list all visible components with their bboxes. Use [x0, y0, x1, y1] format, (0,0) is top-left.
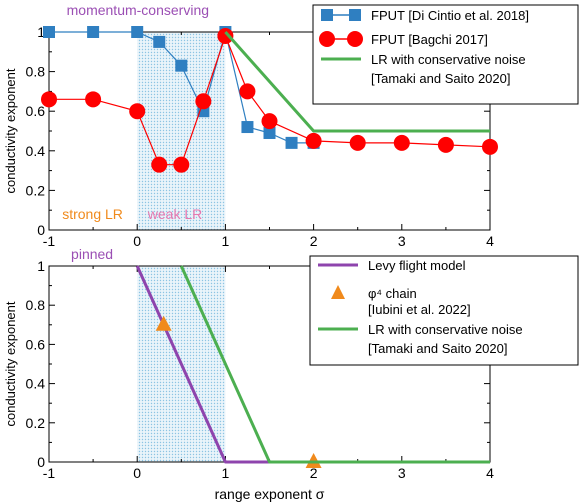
panel-1-legend-item-3-label: LR with conservative noise	[371, 52, 526, 67]
panel-1-xtick-label: 4	[486, 233, 494, 249]
panel-2-ytick-label: 0	[37, 454, 45, 470]
panel-1-ytick-label: 0.2	[26, 182, 46, 198]
panel-1-ytick-label: 0.8	[26, 64, 46, 80]
panel-2-xtick-label: -1	[43, 465, 56, 481]
panel-1-xtick-label: 2	[310, 233, 318, 249]
panel-1-series-2-point	[129, 103, 146, 120]
panel-1-series-2-point	[305, 132, 322, 149]
panel-1-ytick-label: 0.4	[26, 143, 46, 159]
panel-1-series-1-point	[153, 35, 166, 48]
panel-1-legend-item-2-swatch-marker	[347, 31, 363, 47]
panel-2-series-3-line	[179, 265, 490, 464]
panel-2-legend-item-2-label: [Iubini et al. 2022]	[368, 302, 471, 317]
panel-1-series-2-point	[393, 134, 410, 151]
panel-1-annotation: weak LR	[147, 206, 202, 222]
panel-2-legend-box	[309, 255, 579, 366]
panel-2-series-2-point	[155, 315, 172, 331]
panel-1-legend-item-2-swatch-marker	[319, 31, 335, 47]
panel-2-ytick-label: 0.8	[26, 297, 46, 313]
panel-1-series-2-point	[437, 136, 454, 153]
panel-1-series-1-point	[175, 59, 188, 72]
panel-1-series-2-point	[482, 138, 498, 155]
panel-1-series-1-point	[131, 26, 144, 38]
panel-1-legend-box	[312, 4, 579, 105]
panel-1-legend-item-2-label: FPUT [Bagchi 2017]	[371, 32, 488, 47]
panel-1-xtick-label: 1	[222, 233, 230, 249]
panel-2-xtick-label: 1	[222, 465, 230, 481]
panel-2-legend-item-3-label: LR with conservative noise	[368, 322, 523, 337]
panel-1-series-3-line	[224, 31, 490, 133]
panel-1-series-1-point	[241, 121, 254, 134]
panel-1-annotation: momentum-conserving	[67, 2, 209, 18]
panel-1-series-2-point	[261, 113, 278, 130]
panel-2-annotation: pinned	[71, 246, 113, 262]
panel-2-xlabel: range exponent σ	[215, 486, 325, 502]
panel-1-ytick-label: 1	[37, 24, 45, 40]
panel-1-series-1-point	[285, 136, 298, 149]
panel-1-legend-item-1-label: FPUT [Di Cintio et al. 2018]	[371, 8, 529, 23]
panel-1-annotation: strong LR	[62, 206, 123, 222]
panel-2-legend-item-3-label: [Tamaki and Saito 2020]	[368, 341, 507, 356]
panel-2-ytick-label: 0.6	[26, 336, 46, 352]
panel-1-legend-item-3-label: [Tamaki and Saito 2020]	[371, 71, 510, 86]
panel-1-series-2-point	[173, 156, 190, 173]
panel-2-legend-item-2-swatch-marker	[331, 285, 345, 299]
panel-1-series-2-point	[85, 91, 102, 108]
panel-1-series-2-point	[349, 134, 366, 151]
panel-1-series-2-point	[217, 27, 234, 44]
panel-1-series-1-point	[263, 126, 276, 139]
panel-1-ytick-label: 0	[37, 222, 45, 238]
panel-2-ylabel: conductivity exponent	[3, 301, 18, 426]
panel-1-series-1-point	[43, 26, 55, 38]
panel-2-ytick-label: 0.4	[26, 376, 46, 392]
panel-1-xtick-label: 0	[133, 233, 141, 249]
panel-2-ytick-label: 1	[37, 258, 45, 274]
panel-1-ylabel: conductivity exponent	[3, 68, 18, 193]
panel-2-xtick-label: 0	[133, 465, 141, 481]
panel-1-ytick-label: 0.6	[26, 103, 46, 119]
panel-2-legend-item-2-label: φ⁴ chain	[368, 286, 417, 301]
panel-1-xtick-label: -1	[43, 233, 56, 249]
panel-1-legend-item-1-swatch-marker	[321, 9, 333, 21]
panel-1-series-2-point	[151, 156, 168, 173]
panel-2-xtick-label: 3	[398, 465, 406, 481]
panel-2-xtick-label: 2	[310, 465, 318, 481]
panel-1-series-1-point	[87, 26, 100, 38]
panel-1-series-2-point	[195, 93, 212, 110]
panel-2-xtick-label: 4	[486, 465, 494, 481]
panel-2-legend-item-1-label: Levy flight model	[368, 258, 466, 273]
panel-1-xtick-label: 3	[398, 233, 406, 249]
panel-1-legend-item-1-swatch-marker	[349, 9, 361, 21]
panel-1-series-2-point	[239, 83, 256, 100]
panel-2-ytick-label: 0.2	[26, 415, 46, 431]
panel-1-series-2-point	[41, 91, 57, 108]
